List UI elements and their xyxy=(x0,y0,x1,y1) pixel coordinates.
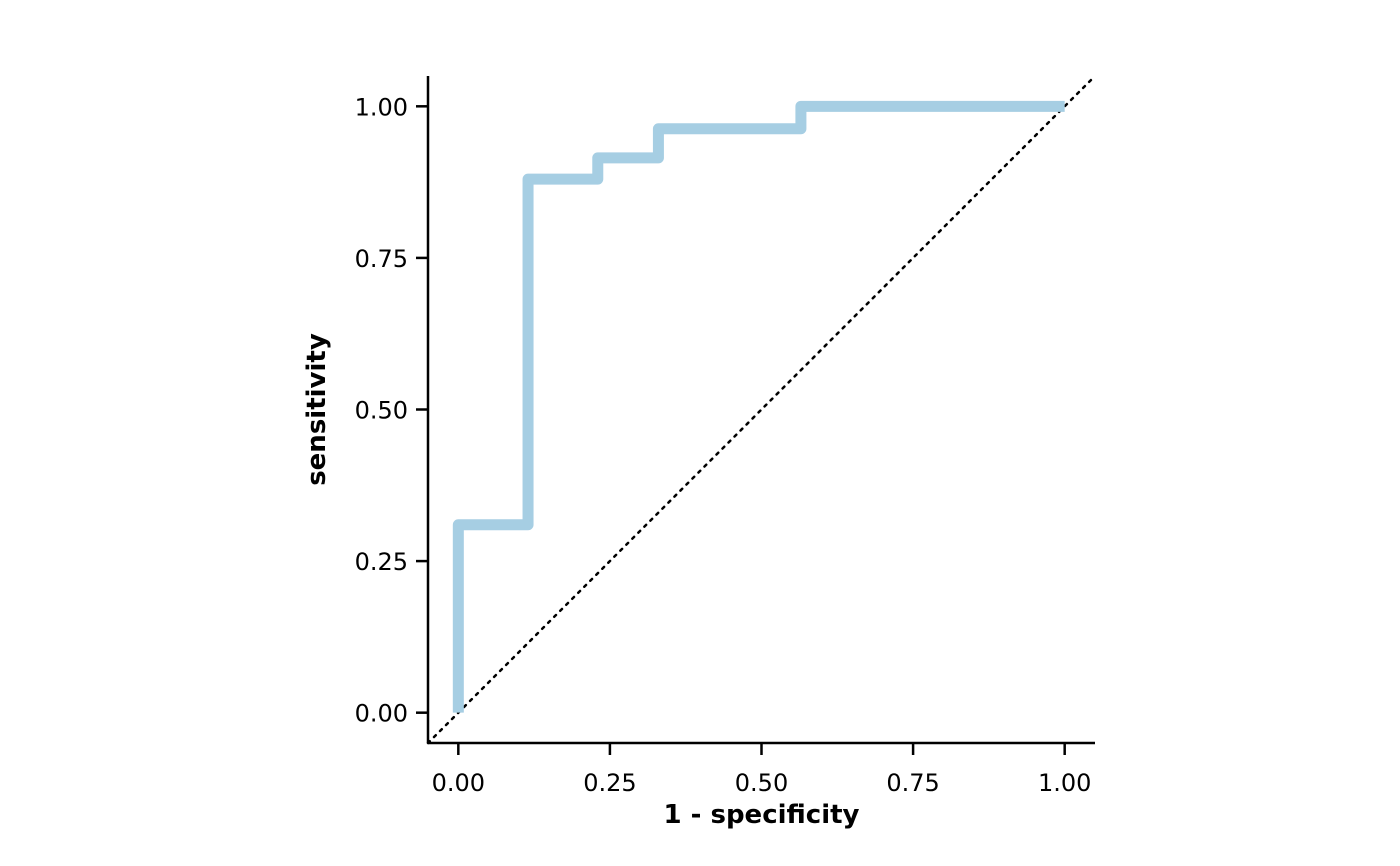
y-tick-label: 0.25 xyxy=(355,548,408,576)
y-tick-label: 0.75 xyxy=(355,245,408,273)
x-tick-label: 0.25 xyxy=(583,769,636,797)
y-axis-ticks: 0.00 0.25 0.50 0.75 1.00 xyxy=(355,93,428,728)
x-tick-label: 0.75 xyxy=(886,769,939,797)
roc-curve-series-0 xyxy=(452,100,1065,713)
x-tick-label: 0.00 xyxy=(432,769,485,797)
x-axis-title: 1 - specificity xyxy=(663,800,859,830)
x-tick-label: 1.00 xyxy=(1038,769,1091,797)
y-tick-label: 0.50 xyxy=(355,397,408,425)
plot-area xyxy=(426,74,1097,745)
y-axis-title: sensitivity xyxy=(302,333,332,486)
y-tick-label: 0.00 xyxy=(355,700,408,728)
y-tick-label: 1.00 xyxy=(355,93,408,121)
x-axis-ticks: 0.00 0.25 0.50 0.75 1.00 xyxy=(432,743,1091,797)
x-tick-label: 0.50 xyxy=(735,769,788,797)
